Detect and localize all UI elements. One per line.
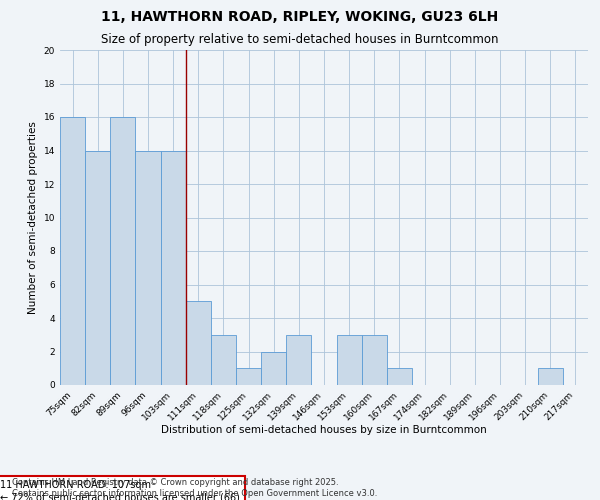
Bar <box>362 335 387 385</box>
X-axis label: Distribution of semi-detached houses by size in Burntcommon: Distribution of semi-detached houses by … <box>161 424 487 434</box>
Bar <box>161 150 186 385</box>
Text: Size of property relative to semi-detached houses in Burntcommon: Size of property relative to semi-detach… <box>101 32 499 46</box>
Bar <box>236 368 261 385</box>
Bar <box>85 150 110 385</box>
Bar <box>286 335 311 385</box>
Bar <box>186 301 211 385</box>
Bar <box>538 368 563 385</box>
Bar <box>387 368 412 385</box>
Bar <box>337 335 362 385</box>
Bar <box>261 352 286 385</box>
Text: 11 HAWTHORN ROAD: 107sqm
← 72% of semi-detached houses are smaller (66)
24% of s: 11 HAWTHORN ROAD: 107sqm ← 72% of semi-d… <box>1 480 241 500</box>
Text: 11, HAWTHORN ROAD, RIPLEY, WOKING, GU23 6LH: 11, HAWTHORN ROAD, RIPLEY, WOKING, GU23 … <box>101 10 499 24</box>
Bar <box>60 117 85 385</box>
Y-axis label: Number of semi-detached properties: Number of semi-detached properties <box>28 121 38 314</box>
Text: Contains HM Land Registry data © Crown copyright and database right 2025.
Contai: Contains HM Land Registry data © Crown c… <box>12 478 377 498</box>
Bar <box>211 335 236 385</box>
Bar <box>110 117 136 385</box>
Bar <box>136 150 161 385</box>
